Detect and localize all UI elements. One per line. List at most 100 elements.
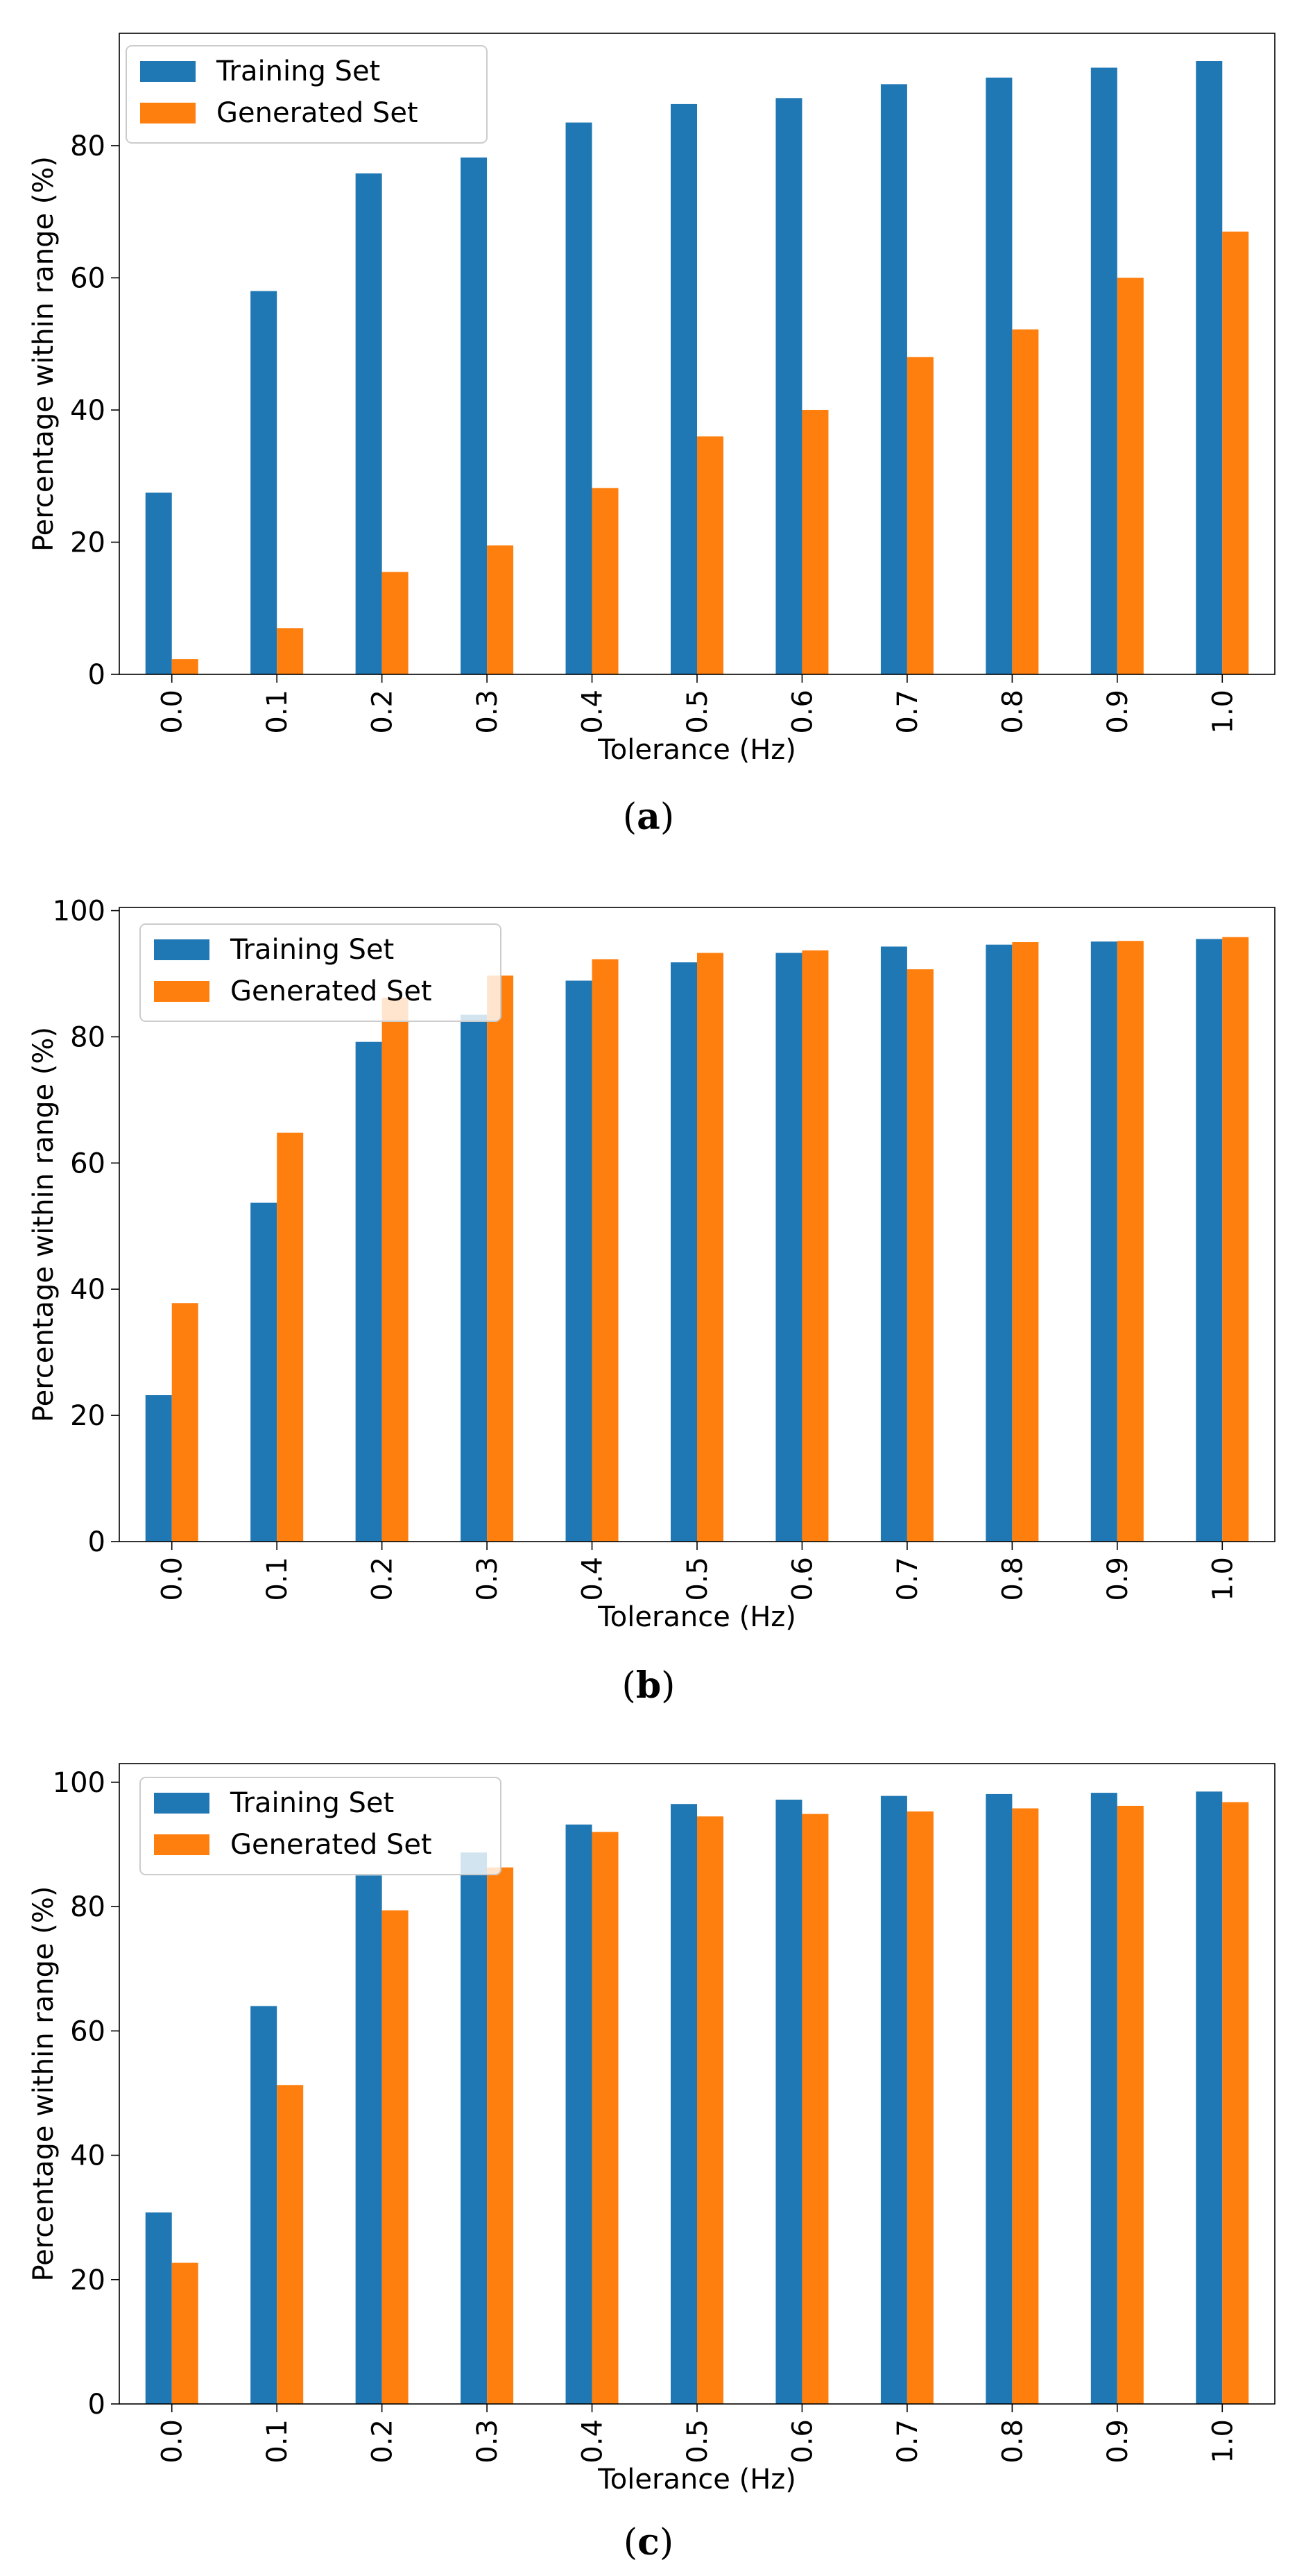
chart-b-bar-generated-0.8 <box>1012 942 1039 1542</box>
chart-a-x-axis-label: Tolerance (Hz) <box>597 734 796 766</box>
chart-b-bar-training-0.1 <box>250 1202 277 1542</box>
chart-c-ytick-label-20: 20 <box>70 2264 105 2296</box>
chart-a-xtick-label-0.4: 0.4 <box>577 690 609 734</box>
chart-b-bar-training-0.0 <box>145 1395 172 1542</box>
chart-c-bar-training-0.4 <box>565 1824 592 2404</box>
chart-a-ytick-label-80: 80 <box>70 130 105 162</box>
chart-a-xtick-label-0.2: 0.2 <box>367 690 399 734</box>
chart-a-xtick-label-0.7: 0.7 <box>892 690 924 734</box>
chart-b-bar-training-0.9 <box>1090 941 1117 1542</box>
chart-a-xtick-label-0.3: 0.3 <box>472 690 504 734</box>
chart-a-bar-generated-0.5 <box>697 436 723 674</box>
chart-c-x-axis-label: Tolerance (Hz) <box>597 2464 796 2496</box>
chart-a-bar-generated-1.0 <box>1222 231 1249 674</box>
chart-a-bar-generated-0.1 <box>277 628 304 674</box>
chart-c-legend-label-generated: Generated Set <box>230 1829 432 1861</box>
chart-c-ytick-label-100: 100 <box>53 1767 105 1799</box>
chart-a-xtick-label-1.0: 1.0 <box>1207 690 1239 734</box>
chart-c-caption-letter: c <box>637 2521 660 2564</box>
chart-b-legend-label-generated: Generated Set <box>230 975 432 1007</box>
chart-b-bar-generated-0.1 <box>277 1132 304 1542</box>
chart-a-y-axis-label: Percentage within range (%) <box>28 156 60 552</box>
chart-b-legend: Training Set Generated Set <box>139 923 501 1022</box>
chart-a-bar-training-0.0 <box>145 493 172 674</box>
bar-chart-b: 0 20 40 60 80 100 0.0 0.1 0.2 0.3 0.4 0.5 0.6 0.7 0.8 0… <box>28 896 1275 1707</box>
chart-c-bar-generated-0.8 <box>1012 1808 1039 2404</box>
chart-c-xtick-label-0.3: 0.3 <box>472 2419 504 2464</box>
bar-chart-c: 0 20 40 60 80 100 0.0 0.1 0.2 0.3 0.4 0.5 0.6 0.7 0.8 0… <box>28 1763 1275 2564</box>
chart-b-bar-generated-0.9 <box>1117 941 1144 1542</box>
chart-a-caption: (a) <box>623 796 674 838</box>
chart-b-bar-training-0.4 <box>565 980 592 1542</box>
chart-b-ytick-label-100: 100 <box>53 896 105 928</box>
chart-a-bar-training-0.1 <box>250 291 277 675</box>
chart-b-xtick-label-0.9: 0.9 <box>1102 1557 1134 1601</box>
figure-c: 0 20 40 60 80 100 0.0 0.1 0.2 0.3 0.4 0.5 0.6 0.7 0.8 0… <box>0 1721 1297 2576</box>
chart-c-xtick-label-0.4: 0.4 <box>577 2419 609 2464</box>
chart-a-bar-training-1.0 <box>1196 61 1223 675</box>
chart-a-legend-label-training: Training Set <box>216 56 380 87</box>
chart-c-caption: (c) <box>624 2521 673 2564</box>
chart-b-ytick-label-0: 0 <box>88 1526 105 1558</box>
chart-c-xtick-label-0.8: 0.8 <box>997 2419 1029 2464</box>
chart-c-bar-generated-0.1 <box>277 2085 304 2404</box>
chart-b-bar-training-0.7 <box>880 946 907 1542</box>
chart-b-legend-swatch-training <box>154 939 209 960</box>
chart-c-ytick-label-60: 60 <box>70 2015 105 2047</box>
chart-a-legend-label-generated: Generated Set <box>216 97 418 129</box>
chart-c-bar-training-1.0 <box>1196 1791 1223 2404</box>
chart-b-bar-generated-0.7 <box>907 969 934 1542</box>
chart-b-xtick-label-0.7: 0.7 <box>892 1557 924 1601</box>
chart-c-xtick-label-0.1: 0.1 <box>261 2419 293 2464</box>
chart-a-ytick-label-20: 20 <box>70 527 105 558</box>
chart-c-bar-generated-0.7 <box>907 1811 934 2404</box>
chart-c-caption-open: ( <box>624 2522 637 2564</box>
chart-a-bar-generated-0.6 <box>802 409 829 674</box>
chart-c-bar-generated-0.4 <box>592 1832 619 2404</box>
chart-a-xtick-label-0.6: 0.6 <box>787 690 818 734</box>
chart-b-legend-swatch-generated <box>154 981 209 1002</box>
chart-b-caption-open: ( <box>622 1665 636 1707</box>
chart-c-bar-generated-0.2 <box>381 1910 409 2404</box>
chart-b-bar-generated-0.0 <box>171 1303 198 1542</box>
chart-c-legend: Training Set Generated Set <box>139 1777 501 1875</box>
chart-a-bar-generated-0.7 <box>907 357 934 674</box>
chart-c-xtick-label-0.2: 0.2 <box>367 2419 399 2464</box>
chart-a-bar-training-0.6 <box>775 98 802 674</box>
chart-b-y-axis-label: Percentage within range (%) <box>28 1027 60 1422</box>
chart-a-legend-box <box>126 45 488 144</box>
chart-b-xtick-label-0.0: 0.0 <box>157 1557 189 1601</box>
chart-a-bar-training-0.2 <box>355 173 382 674</box>
chart-c-bar-training-0.7 <box>880 1795 907 2404</box>
chart-a-bar-generated-0.2 <box>381 572 409 674</box>
chart-b-bar-training-0.8 <box>986 944 1013 1542</box>
chart-c-bar-training-0.3 <box>461 1852 488 2404</box>
chart-c-bar-training-0.2 <box>355 1875 382 2404</box>
chart-c-xtick-label-1.0: 1.0 <box>1207 2419 1239 2464</box>
chart-a-bar-training-0.8 <box>986 77 1013 674</box>
chart-c-bar-generated-0.9 <box>1117 1805 1144 2404</box>
chart-a-legend: Training Set Generated Set <box>126 45 488 144</box>
chart-b-caption-letter: b <box>636 1664 661 1707</box>
chart-b-bar-generated-0.5 <box>697 953 723 1542</box>
chart-c-legend-swatch-generated <box>154 1834 209 1855</box>
chart-c-ytick-label-80: 80 <box>70 1891 105 1923</box>
chart-b-xtick-label-0.4: 0.4 <box>577 1557 609 1601</box>
chart-b-bar-training-1.0 <box>1196 939 1223 1542</box>
chart-b-xtick-label-0.2: 0.2 <box>367 1557 399 1601</box>
chart-b-xtick-label-0.8: 0.8 <box>997 1557 1029 1601</box>
chart-b-bar-training-0.3 <box>461 1014 488 1542</box>
chart-c-legend-box <box>139 1777 501 1875</box>
chart-c-xtick-label-0.7: 0.7 <box>892 2419 924 2464</box>
chart-a-caption-open: ( <box>623 796 637 838</box>
chart-c-xtick-label-0.0: 0.0 <box>157 2419 189 2464</box>
bar-chart-a: 0 20 40 60 80 0.0 0.1 0.2 0.3 0.4 0.5 0.6 0.7 0.8 0.9 1… <box>28 33 1275 838</box>
chart-a-bar-training-0.5 <box>671 103 697 674</box>
figure-b: 0 20 40 60 80 100 0.0 0.1 0.2 0.3 0.4 0.5 0.6 0.7 0.8 0… <box>0 860 1297 1721</box>
chart-a-ytick-label-0: 0 <box>88 659 105 691</box>
figure-a: 0 20 40 60 80 0.0 0.1 0.2 0.3 0.4 0.5 0.6 0.7 0.8 0.9 1… <box>0 0 1297 860</box>
chart-a-bars <box>145 61 1249 675</box>
chart-a-bar-training-0.4 <box>565 122 592 675</box>
chart-c-legend-swatch-training <box>154 1793 209 1814</box>
chart-a-xtick-label-0.9: 0.9 <box>1102 690 1134 734</box>
